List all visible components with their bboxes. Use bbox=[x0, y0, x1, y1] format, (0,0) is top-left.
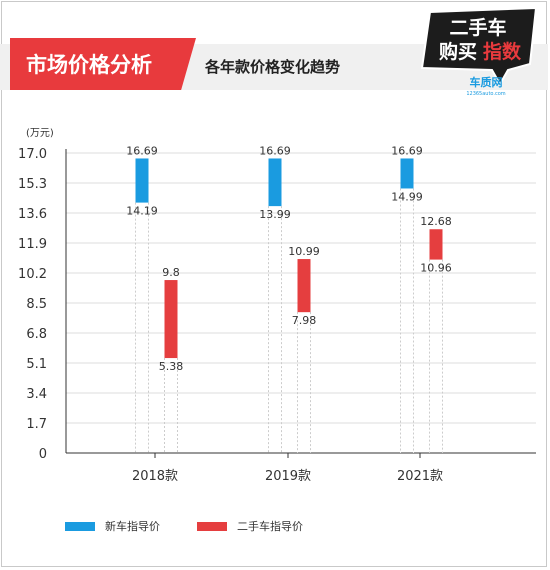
legend-item-new-car: 新车指导价 bbox=[65, 518, 160, 534]
y-axis-unit-label: (万元) bbox=[26, 128, 54, 139]
logo-text-top: 二手车 bbox=[449, 16, 506, 39]
y-tick-label: 1.7 bbox=[26, 417, 47, 432]
range-high-label: 16.69 bbox=[126, 144, 158, 157]
chart-subtitle: 各年款价格变化趋势 bbox=[205, 58, 341, 76]
range-high-label: 9.8 bbox=[162, 266, 180, 279]
range-low-label: 14.99 bbox=[391, 190, 423, 203]
legend-swatch-new-car bbox=[65, 521, 95, 531]
y-tick-label: 11.9 bbox=[18, 237, 47, 252]
y-tick-label: 8.5 bbox=[26, 297, 47, 312]
y-tick-label: 5.1 bbox=[26, 357, 47, 372]
section-tag-label: 市场价格分析 bbox=[26, 53, 152, 77]
range-low-label: 14.19 bbox=[126, 205, 158, 218]
range-high-label: 16.69 bbox=[259, 144, 291, 157]
y-tick-label: 3.4 bbox=[26, 387, 47, 402]
y-tick-label: 15.3 bbox=[18, 177, 47, 192]
y-tick-label: 10.2 bbox=[18, 267, 47, 282]
new-car-range-bar bbox=[268, 158, 282, 207]
logo-text-bottom-left: 购买 bbox=[439, 40, 477, 63]
y-tick-label: 6.8 bbox=[26, 327, 47, 342]
range-high-label: 16.69 bbox=[391, 144, 423, 157]
new-car-range-bar bbox=[400, 158, 414, 189]
y-tick-label: 13.6 bbox=[18, 207, 47, 222]
range-low-label: 10.96 bbox=[420, 262, 452, 275]
y-tick-label: 0 bbox=[39, 447, 47, 462]
used-car-range-bar bbox=[297, 259, 311, 313]
legend-swatch-used-car bbox=[197, 521, 227, 531]
range-low-label: 5.38 bbox=[159, 360, 184, 373]
x-tick-label: 2021款 bbox=[397, 469, 443, 484]
price-range-chart: (万元) 17.0 15.3 13.6 11.9 10.2 8.5 6.8 5.1 3.4 1.7 0… bbox=[18, 128, 536, 484]
y-tick-label: 17.0 bbox=[18, 147, 47, 162]
range-high-label: 10.99 bbox=[288, 245, 320, 258]
logo-text-bottom-right: 指数 bbox=[483, 40, 522, 63]
used-car-index-logo: 二手车 购买 指数 车质网 12365auto.com bbox=[420, 6, 538, 97]
legend-label-used-car: 二手车指导价 bbox=[237, 520, 303, 533]
logo-brand-url: 12365auto.com bbox=[466, 91, 505, 97]
section-tag: 市场价格分析 bbox=[10, 38, 196, 90]
used-car-range-bar bbox=[164, 280, 178, 359]
range-high-label: 12.68 bbox=[420, 215, 452, 228]
legend-item-used-car: 二手车指导价 bbox=[197, 518, 303, 534]
range-low-label: 7.98 bbox=[292, 314, 317, 327]
x-tick-label: 2019款 bbox=[265, 469, 311, 484]
used-car-range-bar bbox=[429, 229, 443, 260]
logo-brand: 车质网 bbox=[470, 75, 503, 89]
legend-label-new-car: 新车指导价 bbox=[105, 520, 160, 533]
x-tick-label: 2018款 bbox=[132, 469, 178, 484]
new-car-range-bar bbox=[135, 158, 149, 203]
range-low-label: 13.99 bbox=[259, 208, 291, 221]
